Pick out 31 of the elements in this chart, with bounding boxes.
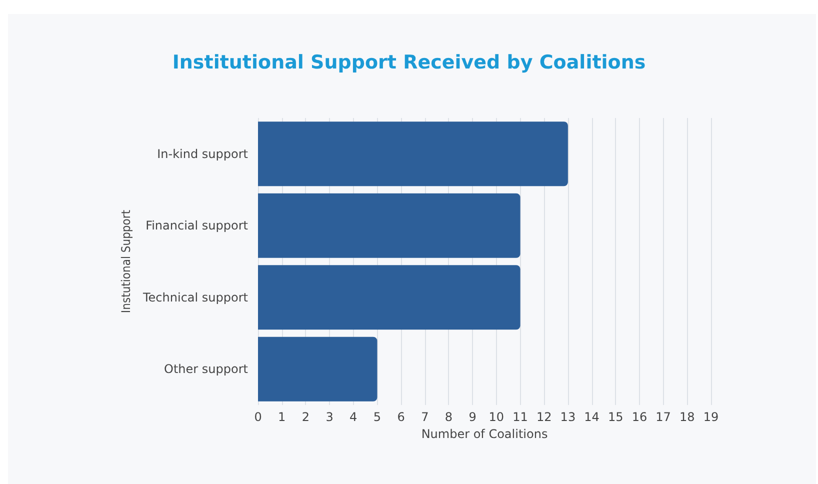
y-axis-title: Instutional Support [119,210,134,314]
x-tick-label: 4 [350,410,358,424]
chart-title: Institutional Support Received by Coalitions [172,52,646,74]
x-tick-label: 19 [703,410,719,424]
bar [258,193,520,258]
x-tick-label: 10 [488,410,504,424]
x-tick-label: 14 [584,410,600,424]
x-tick-label: 0 [254,410,262,424]
bar [258,122,568,186]
x-tick-label: 12 [536,410,552,424]
x-tick-label: 8 [444,410,453,424]
bar [258,336,378,402]
x-tick-label: 15 [608,410,624,424]
x-tick-label: 2 [302,410,310,424]
y-tick-label: Technical support [142,290,248,304]
y-tick-label: Financial support [146,218,248,233]
y-tick-label: In-kind support [157,146,248,161]
x-tick-label: 17 [656,410,671,424]
y-tick-label: Other support [164,362,248,376]
x-tick-label: 6 [397,410,405,424]
x-tick-label: 5 [373,410,382,424]
x-tick-label: 11 [512,410,528,424]
x-tick-label: 18 [680,410,695,424]
x-tick-label: 9 [468,410,476,424]
x-tick-label: 16 [632,410,648,424]
bar [258,265,520,330]
x-tick-label: 7 [421,410,429,424]
x-tick-label: 1 [278,410,286,424]
x-tick-label: 13 [560,410,576,424]
x-axis-title: Number of Coalitions [421,426,548,441]
x-tick-label: 3 [326,410,334,424]
